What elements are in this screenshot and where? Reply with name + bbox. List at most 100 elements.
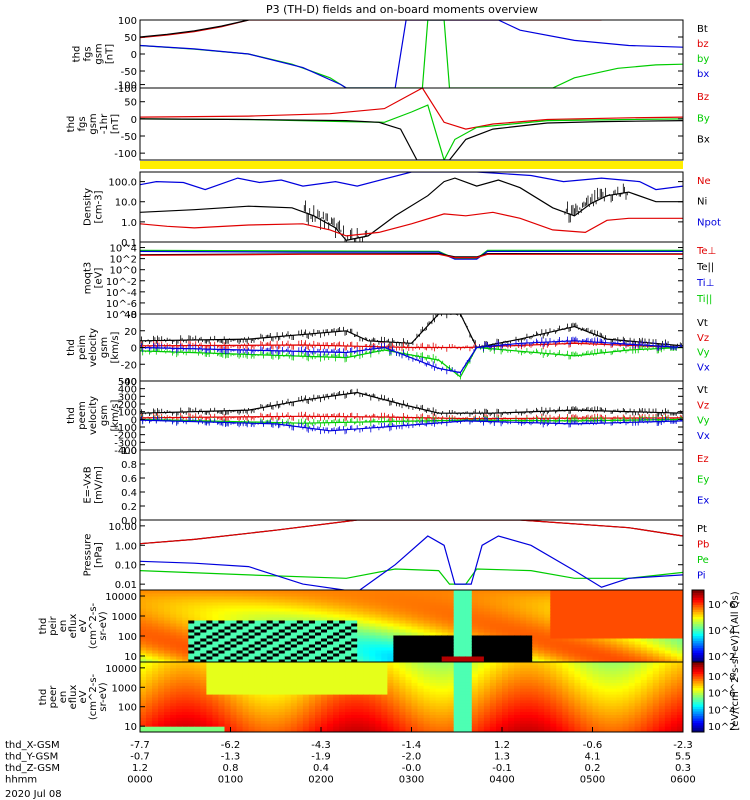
cell [598,599,605,603]
cell [568,593,575,597]
cell [212,705,219,710]
cell [242,647,250,651]
cell [188,697,195,701]
cell [236,664,243,669]
cell [315,656,322,660]
cell [574,593,581,597]
cell [496,611,503,615]
cell [278,590,286,594]
cell [345,664,352,669]
cell [664,720,672,724]
cell [308,720,316,724]
cell [526,723,533,727]
cell [610,729,618,732]
cell [260,720,268,724]
cell [411,629,418,633]
cell [345,632,352,636]
cell [266,611,274,615]
cell [200,644,207,648]
cell [176,620,183,624]
cell [375,638,382,642]
cell [652,679,660,683]
cell [562,723,569,727]
cell [562,662,569,666]
cell [224,644,231,648]
cell [604,694,612,698]
cell [429,691,437,695]
cell [272,664,280,669]
cell [272,691,280,695]
cell [441,711,449,715]
ylabel-moqt-0: moqt3 [83,262,94,295]
cell [351,617,358,621]
cell [532,679,539,683]
cell [646,632,654,636]
cell [158,711,165,715]
cell [369,608,376,612]
cell [562,611,569,615]
cell [363,608,370,612]
cell [248,720,256,724]
cell [158,614,165,618]
cell [658,699,666,704]
cell [586,641,593,645]
cell [429,644,437,648]
cell [146,617,153,621]
cell [206,729,213,732]
cell [496,641,503,645]
cell [574,632,581,636]
cell [308,702,316,707]
cell [200,697,207,701]
cell [483,599,491,603]
cell [477,717,485,721]
cell [634,726,642,730]
cell [206,662,213,666]
cell [146,702,153,707]
cell [550,673,557,678]
cell [453,644,461,648]
cell [423,620,431,624]
cell [677,590,683,594]
cell [272,638,280,642]
cell [399,729,406,732]
cell [598,723,605,727]
cell [333,608,340,612]
cell [453,717,461,721]
cell [194,691,201,695]
cell [194,711,201,715]
cell [333,653,340,657]
cell [453,596,461,600]
cell [242,617,250,621]
cell [447,682,455,686]
cell [477,662,485,666]
cell [677,653,683,657]
cell [477,596,485,600]
cell [302,688,310,692]
cell [502,662,509,666]
cell [658,670,666,675]
noise-peem-3 [140,416,683,435]
cell [634,641,642,645]
cell [236,717,243,721]
cell [290,617,298,621]
cell [272,711,280,715]
cell [170,664,177,669]
cell [568,720,575,724]
cell [218,629,225,633]
cell [399,638,406,642]
cell [610,599,618,603]
cell [315,629,322,633]
cell [351,629,358,633]
ytick-label-moqt-4: 10^-4 [106,288,137,299]
cell [592,650,599,654]
cell [206,688,213,692]
cell [628,596,636,600]
cell [489,617,497,621]
cell [496,691,503,695]
cell [580,711,587,715]
cell [508,673,515,678]
cell [664,617,672,621]
cell [152,611,159,615]
cell [272,667,280,672]
cell [616,720,624,724]
